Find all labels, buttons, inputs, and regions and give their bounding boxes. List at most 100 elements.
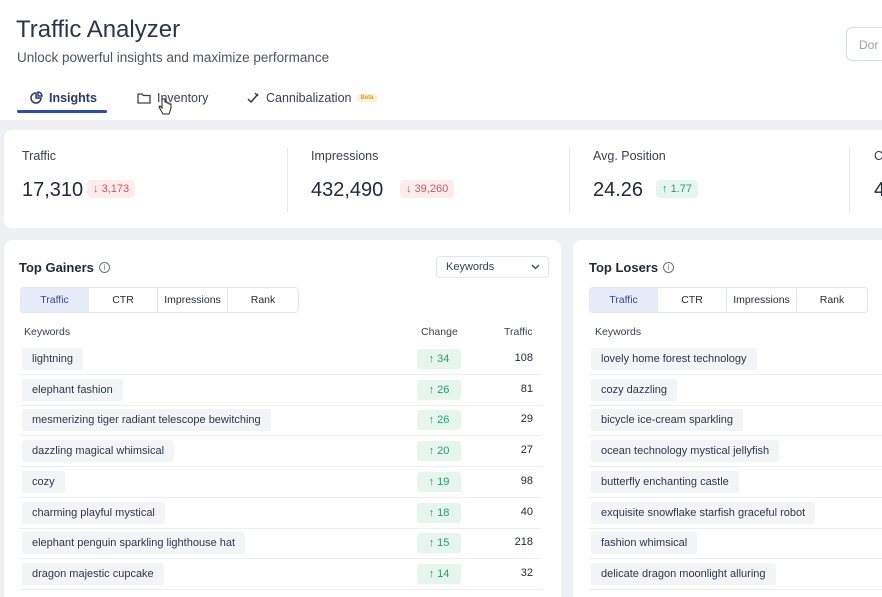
panel-title: Top Losers i: [589, 260, 675, 275]
top-gainers-title: Top Gainers: [19, 260, 94, 275]
tab-inventory-label: Inventory: [157, 91, 209, 105]
metric-delta: ↓ 39,260: [400, 180, 455, 198]
tab-cannibalization[interactable]: Cannibalization Beta: [246, 88, 377, 108]
keyword-chip[interactable]: ocean technology mystical jellyfish: [591, 440, 780, 463]
keyword-chip[interactable]: bicycle ice-cream sparkling: [591, 409, 744, 432]
table-row[interactable]: cozy ↑ 19 98: [20, 467, 541, 498]
tab-inventory[interactable]: Inventory: [137, 88, 208, 108]
keyword-chip[interactable]: butterfly enchanting castle: [591, 470, 739, 493]
table-row[interactable]: dazzling magical whimsical ↑ 20 27: [20, 436, 541, 468]
segment-traffic[interactable]: Traffic: [21, 288, 89, 312]
hand-cursor-icon: [158, 98, 172, 115]
change-badge: ↑ 20: [417, 441, 461, 462]
tab-cannibalization-label: Cannibalization: [266, 91, 352, 105]
table-row[interactable]: mesmerizing tiger radiant telescope bewi…: [20, 405, 541, 437]
change-badge: ↑ 15: [417, 533, 461, 554]
keyword-chip[interactable]: lightning: [22, 348, 83, 370]
keyword-chip[interactable]: cozy: [22, 470, 65, 493]
keyword-chip[interactable]: cozy dazzling: [591, 378, 678, 401]
table-row[interactable]: lovely home forest technology: [589, 344, 882, 375]
segment-rank[interactable]: Rank: [228, 288, 298, 312]
segment-impressions[interactable]: Impressions: [158, 288, 228, 312]
top-losers-title: Top Losers: [589, 260, 659, 275]
change-value: 34: [437, 353, 450, 365]
change-value: 15: [437, 537, 450, 550]
change-badge: ↑ 18: [417, 502, 461, 523]
tab-insights-label: Insights: [49, 91, 97, 105]
metric-clipped: C 4: [874, 130, 882, 228]
metric-delta-value: 3,173: [101, 183, 130, 195]
table-row[interactable]: elephant fashion ↑ 26 81: [20, 375, 541, 406]
divider: [569, 148, 570, 212]
table-row[interactable]: delicate dragon moonlight alluring: [589, 559, 882, 590]
dimension-dropdown[interactable]: Keywords: [436, 256, 549, 278]
metrics-bar: Traffic 17,310 ↓ 3,173 Impressions 432,4…: [4, 130, 882, 228]
column-header-change: Change: [421, 326, 458, 338]
metric-value: 24.26: [593, 179, 644, 201]
table-row[interactable]: exquisite snowflake starfish graceful ro…: [589, 498, 882, 529]
metric-delta: ↓ 3,173: [87, 180, 136, 198]
keyword-chip[interactable]: charming playful mystical: [22, 501, 165, 524]
table-row[interactable]: butterfly enchanting castle: [589, 467, 882, 498]
chevron-down-icon: [531, 264, 540, 270]
change-value: 19: [437, 475, 450, 488]
pencil-check-icon: [247, 92, 259, 104]
page-subtitle: Unlock powerful insights and maximize pe…: [17, 50, 330, 65]
segment-ctr[interactable]: CTR: [89, 288, 158, 312]
keyword-chip[interactable]: lovely home forest technology: [591, 348, 757, 370]
change-value: 26: [437, 383, 450, 396]
metric-label: Impressions: [311, 149, 379, 163]
info-icon[interactable]: i: [663, 262, 675, 273]
active-tab-indicator: [17, 110, 107, 113]
table-row[interactable]: ocean technology mystical jellyfish: [589, 436, 882, 468]
keyword-chip[interactable]: mesmerizing tiger radiant telescope bewi…: [22, 409, 271, 432]
keyword-chip[interactable]: fashion whimsical: [591, 532, 698, 555]
change-value: 14: [437, 567, 450, 580]
top-losers-panel: Top Losers i Traffic CTR Impressions Ran…: [573, 240, 882, 597]
table-row[interactable]: dragon majestic cupcake ↑ 14 32: [20, 559, 541, 590]
change-value: 18: [437, 506, 450, 519]
metric-segment-control: Traffic CTR Impressions Rank: [20, 287, 299, 313]
domain-selector[interactable]: Dor: [846, 27, 882, 61]
metric-value: 17,310: [22, 179, 84, 201]
traffic-value: 218: [514, 536, 533, 549]
keyword-chip[interactable]: exquisite snowflake starfish graceful ro…: [591, 501, 816, 524]
folder-icon: [137, 93, 151, 104]
change-value: 26: [437, 414, 450, 427]
table-row[interactable]: bicycle ice-cream sparkling: [589, 405, 882, 437]
metric-value: 432,490: [311, 179, 384, 201]
traffic-value: 40: [520, 505, 533, 518]
change-value: 20: [437, 445, 450, 458]
keyword-chip[interactable]: elephant fashion: [22, 378, 123, 401]
top-gainers-panel: Top Gainers i Keywords Traffic CTR Impre…: [4, 240, 561, 597]
table-row[interactable]: cozy dazzling: [589, 375, 882, 406]
table-row[interactable]: lightning ↑ 34 108: [20, 344, 541, 375]
metric-avg-position: Avg. Position 24.26 ↑ 1.77: [593, 130, 823, 228]
keyword-chip[interactable]: dragon majestic cupcake: [22, 562, 164, 585]
metric-delta: ↑ 1.77: [656, 180, 698, 198]
keyword-chip[interactable]: elephant penguin sparkling lighthouse ha…: [22, 532, 246, 555]
dropdown-value: Keywords: [446, 261, 495, 273]
pie-chart-icon: [30, 91, 43, 104]
segment-traffic[interactable]: Traffic: [590, 288, 658, 312]
metric-label: Traffic: [22, 149, 57, 163]
segment-rank[interactable]: Rank: [797, 288, 867, 312]
tab-insights[interactable]: Insights: [29, 88, 97, 108]
table-row[interactable]: fashion whimsical: [589, 528, 882, 560]
column-header-traffic: Traffic: [504, 326, 533, 338]
metric-value: 4: [874, 179, 882, 201]
traffic-value: 98: [520, 474, 533, 487]
keyword-chip[interactable]: delicate dragon moonlight alluring: [591, 562, 776, 585]
column-header-keywords: Keywords: [595, 326, 642, 338]
divider: [287, 148, 288, 212]
segment-ctr[interactable]: CTR: [658, 288, 727, 312]
divider: [849, 148, 850, 212]
traffic-value: 27: [520, 444, 533, 457]
metric-delta-value: 39,260: [414, 183, 449, 195]
change-badge: ↑ 26: [417, 379, 461, 400]
info-icon[interactable]: i: [98, 262, 110, 273]
keyword-chip[interactable]: dazzling magical whimsical: [22, 440, 175, 463]
segment-impressions[interactable]: Impressions: [727, 288, 797, 312]
table-row[interactable]: charming playful mystical ↑ 18 40: [20, 498, 541, 529]
table-row[interactable]: elephant penguin sparkling lighthouse ha…: [20, 528, 541, 560]
